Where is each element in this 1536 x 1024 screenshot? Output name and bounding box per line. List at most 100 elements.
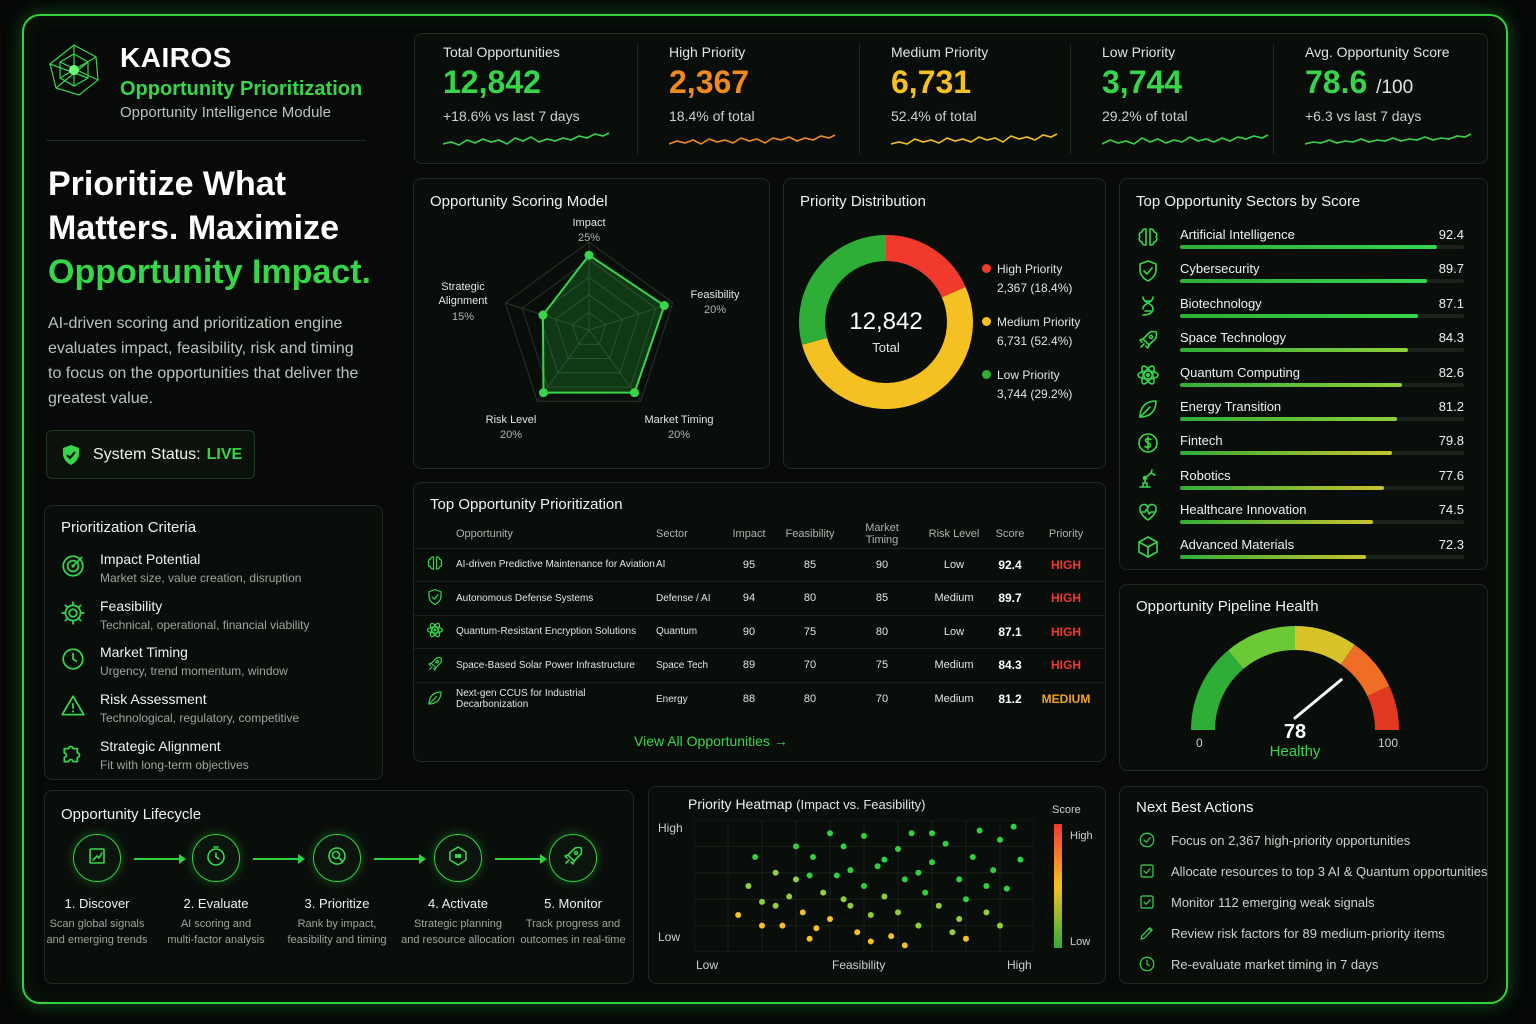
heatmap-point[interactable] bbox=[840, 843, 847, 850]
heatmap-point[interactable] bbox=[1017, 856, 1024, 863]
table-header[interactable]: Feasibility bbox=[785, 527, 835, 540]
sector-item[interactable]: Energy Transition 81.2 bbox=[1136, 397, 1466, 431]
sector-item[interactable]: Artificial Intelligence 92.4 bbox=[1136, 225, 1466, 259]
heatmap-point[interactable] bbox=[922, 889, 929, 896]
heatmap-point[interactable] bbox=[847, 867, 854, 874]
heatmap-point[interactable] bbox=[976, 827, 983, 834]
heatmap-point[interactable] bbox=[895, 909, 901, 916]
radar-point[interactable] bbox=[584, 250, 594, 260]
heatmap-point[interactable] bbox=[759, 898, 765, 905]
heatmap-point[interactable] bbox=[813, 925, 820, 932]
table-header[interactable]: Sector bbox=[656, 527, 688, 540]
heatmap-point[interactable] bbox=[735, 912, 742, 919]
table-header[interactable]: Risk Level bbox=[928, 527, 980, 540]
heatmap-point[interactable] bbox=[881, 893, 888, 900]
heatmap-point[interactable] bbox=[929, 830, 935, 837]
donut-slice[interactable] bbox=[802, 286, 973, 409]
system-status-badge[interactable]: System Status: LIVE bbox=[46, 430, 255, 479]
donut-slice[interactable] bbox=[885, 235, 966, 298]
table-row[interactable]: Quantum-Resistant Encryption Solutions Q… bbox=[414, 614, 1104, 649]
table-row[interactable]: AI-driven Predictive Maintenance for Avi… bbox=[414, 547, 1104, 582]
donut-slice[interactable] bbox=[799, 235, 887, 345]
heatmap-point[interactable] bbox=[963, 935, 969, 942]
distribution-legend-item[interactable]: Low Priority 3,744 (29.2%) bbox=[982, 366, 1072, 404]
heatmap-point[interactable] bbox=[983, 883, 990, 889]
heatmap-point[interactable] bbox=[901, 942, 908, 949]
heatmap-point[interactable] bbox=[793, 876, 799, 883]
sector-item[interactable]: Advanced Materials 72.3 bbox=[1136, 535, 1466, 569]
heatmap-point[interactable] bbox=[881, 856, 888, 863]
heatmap-point[interactable] bbox=[772, 869, 779, 876]
heatmap-point[interactable] bbox=[827, 916, 833, 922]
opportunity-name[interactable]: Space-Based Solar Power Infrastructure bbox=[456, 648, 656, 682]
heatmap-point[interactable] bbox=[793, 843, 799, 850]
heatmap-point[interactable] bbox=[997, 836, 1003, 843]
heatmap-point[interactable] bbox=[806, 872, 813, 879]
heatmap-point[interactable] bbox=[963, 896, 969, 903]
table-row[interactable]: Space-Based Solar Power Infrastructure S… bbox=[414, 648, 1104, 682]
heatmap-point[interactable] bbox=[969, 853, 976, 860]
heatmap-point[interactable] bbox=[915, 922, 922, 929]
heatmap-point[interactable] bbox=[745, 883, 752, 889]
sector-item[interactable]: Robotics 77.6 bbox=[1136, 466, 1466, 500]
lifecycle-step[interactable]: 2. Evaluate AI scoring and multi-factor a… bbox=[157, 834, 275, 948]
heatmap-point[interactable] bbox=[997, 922, 1003, 929]
heatmap-point[interactable] bbox=[861, 883, 867, 889]
heatmap-point[interactable] bbox=[827, 830, 833, 837]
heatmap-point[interactable] bbox=[942, 840, 949, 847]
sector-item[interactable]: Cybersecurity 89.7 bbox=[1136, 259, 1466, 293]
heatmap-point[interactable] bbox=[956, 916, 963, 922]
heatmap-point[interactable] bbox=[1003, 885, 1010, 892]
heatmap-point[interactable] bbox=[779, 922, 786, 929]
heatmap-point[interactable] bbox=[1010, 823, 1017, 830]
lifecycle-step[interactable]: 4. Activate Strategic planning and resour… bbox=[399, 834, 517, 948]
heatmap-point[interactable] bbox=[949, 929, 956, 936]
lifecycle-step[interactable]: 1. Discover Scan global signals and emerg… bbox=[38, 834, 156, 948]
opportunity-name[interactable]: Autonomous Defense Systems bbox=[456, 581, 656, 615]
heatmap-point[interactable] bbox=[861, 832, 867, 839]
sector-item[interactable]: Biotechnology 87.1 bbox=[1136, 294, 1466, 328]
opportunity-name[interactable]: Next-gen CCUS for Industrial Decarboniza… bbox=[456, 681, 656, 716]
kpi-card[interactable]: Low Priority 3,744 29.2% of total bbox=[1101, 44, 1302, 153]
radar-point[interactable] bbox=[538, 388, 548, 398]
heatmap-point[interactable] bbox=[888, 933, 895, 940]
heatmap-point[interactable] bbox=[847, 902, 854, 909]
heatmap-point[interactable] bbox=[915, 869, 922, 876]
radar-point[interactable] bbox=[538, 310, 548, 320]
heatmap-point[interactable] bbox=[867, 912, 874, 919]
table-row[interactable]: Autonomous Defense Systems Defense / AI … bbox=[414, 581, 1104, 615]
heatmap-point[interactable] bbox=[935, 902, 942, 909]
table-header[interactable]: Score bbox=[995, 527, 1025, 540]
table-row[interactable]: Next-gen CCUS for Industrial Decarboniza… bbox=[414, 681, 1104, 716]
heatmap-point[interactable] bbox=[901, 876, 908, 883]
table-header[interactable]: Impact bbox=[732, 527, 766, 540]
heatmap-point[interactable] bbox=[929, 859, 935, 866]
lifecycle-step[interactable]: 3. Prioritize Rank by impact, feasibility… bbox=[278, 834, 396, 948]
heatmap-point[interactable] bbox=[786, 893, 793, 900]
heatmap-point[interactable] bbox=[895, 846, 901, 853]
sector-item[interactable]: Space Technology 84.3 bbox=[1136, 328, 1466, 362]
heatmap-point[interactable] bbox=[833, 872, 840, 879]
table-header[interactable]: Opportunity bbox=[456, 527, 513, 540]
kpi-card[interactable]: Total Opportunities 12,842 +18.6% vs las… bbox=[442, 44, 643, 153]
heatmap-point[interactable] bbox=[772, 902, 779, 909]
heatmap-point[interactable] bbox=[806, 935, 813, 942]
heatmap-point[interactable] bbox=[810, 853, 816, 860]
heatmap-point[interactable] bbox=[840, 896, 847, 903]
distribution-legend-item[interactable]: Medium Priority 6,731 (52.4%) bbox=[982, 313, 1080, 351]
heatmap-point[interactable] bbox=[908, 830, 915, 837]
heatmap-point[interactable] bbox=[874, 863, 881, 870]
kpi-card[interactable]: Medium Priority 6,731 52.4% of total bbox=[890, 44, 1091, 153]
heatmap-point[interactable] bbox=[854, 929, 861, 936]
heatmap-point[interactable] bbox=[990, 867, 997, 874]
sector-item[interactable]: Fintech 79.8 bbox=[1136, 431, 1466, 465]
view-all-link[interactable]: View All Opportunities → bbox=[634, 733, 788, 749]
heatmap-point[interactable] bbox=[956, 876, 963, 883]
distribution-legend-item[interactable]: High Priority 2,367 (18.4%) bbox=[982, 260, 1072, 298]
lifecycle-step[interactable]: 5. Monitor Track progress and outcomes in… bbox=[514, 834, 632, 948]
heatmap-point[interactable] bbox=[752, 853, 759, 860]
opportunity-name[interactable]: Quantum-Resistant Encryption Solutions bbox=[456, 614, 656, 649]
table-header[interactable]: Priority bbox=[1048, 527, 1084, 540]
kpi-card[interactable]: Avg. Opportunity Score 78.6 /100 +6.3 vs… bbox=[1304, 44, 1505, 153]
heatmap-point[interactable] bbox=[983, 909, 990, 916]
